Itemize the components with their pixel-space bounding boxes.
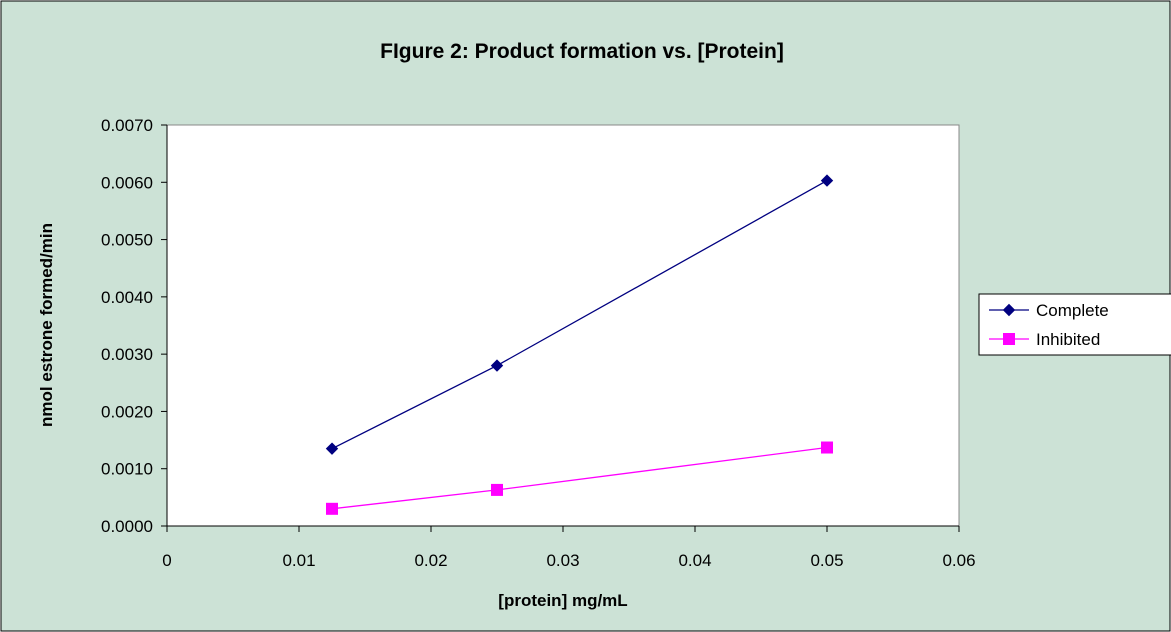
y-tick-label: 0.0040 (101, 288, 153, 307)
y-axis-title: nmol estrone formed/min (37, 223, 56, 427)
x-tick-label: 0 (162, 551, 171, 570)
x-axis: 0 0.01 0.02 0.03 0.04 0.05 0.06 (162, 525, 976, 570)
x-tick-label: 0.04 (678, 551, 711, 570)
legend-label: Inhibited (1036, 330, 1100, 349)
data-point (325, 442, 339, 455)
data-point (820, 174, 834, 187)
chart-title: FIgure 2: Product formation vs. [Protein… (380, 40, 784, 63)
x-axis-title: [protein] mg/mL (498, 591, 627, 610)
data-point (1002, 303, 1016, 317)
legend-items: Complete Inhibited (989, 301, 1109, 349)
legend-item-inhibited: Inhibited (989, 330, 1100, 349)
series-layer (325, 174, 834, 515)
legend: Complete Inhibited (978, 293, 1171, 356)
data-point (1003, 333, 1015, 345)
series-inhibited (326, 441, 833, 515)
data-point (490, 359, 504, 372)
y-tick-label: 0.0070 (101, 116, 153, 135)
series-complete (325, 174, 834, 455)
data-point (491, 483, 503, 496)
y-tick-label: 0.0050 (101, 231, 153, 250)
y-tick-label: 0.0010 (101, 460, 153, 479)
x-tick-label: 0.01 (282, 551, 315, 570)
data-point (821, 441, 833, 454)
data-point (326, 502, 338, 515)
legend-item-complete: Complete (989, 301, 1109, 320)
y-axis: 0.0000 0.0010 0.0020 0.0030 0.0040 0.0050 0.00… (101, 116, 168, 536)
x-tick-label: 0.06 (942, 551, 975, 570)
legend-label: Complete (1036, 301, 1109, 320)
y-tick-label: 0.0030 (101, 345, 153, 364)
x-tick-label: 0.05 (810, 551, 843, 570)
y-tick-label: 0.0060 (101, 173, 153, 192)
y-tick-label: 0.0020 (101, 402, 153, 421)
x-tick-label: 0.02 (414, 551, 447, 570)
x-tick-label: 0.03 (546, 551, 579, 570)
y-tick-label: 0.0000 (101, 517, 153, 536)
plot-area (166, 124, 960, 527)
